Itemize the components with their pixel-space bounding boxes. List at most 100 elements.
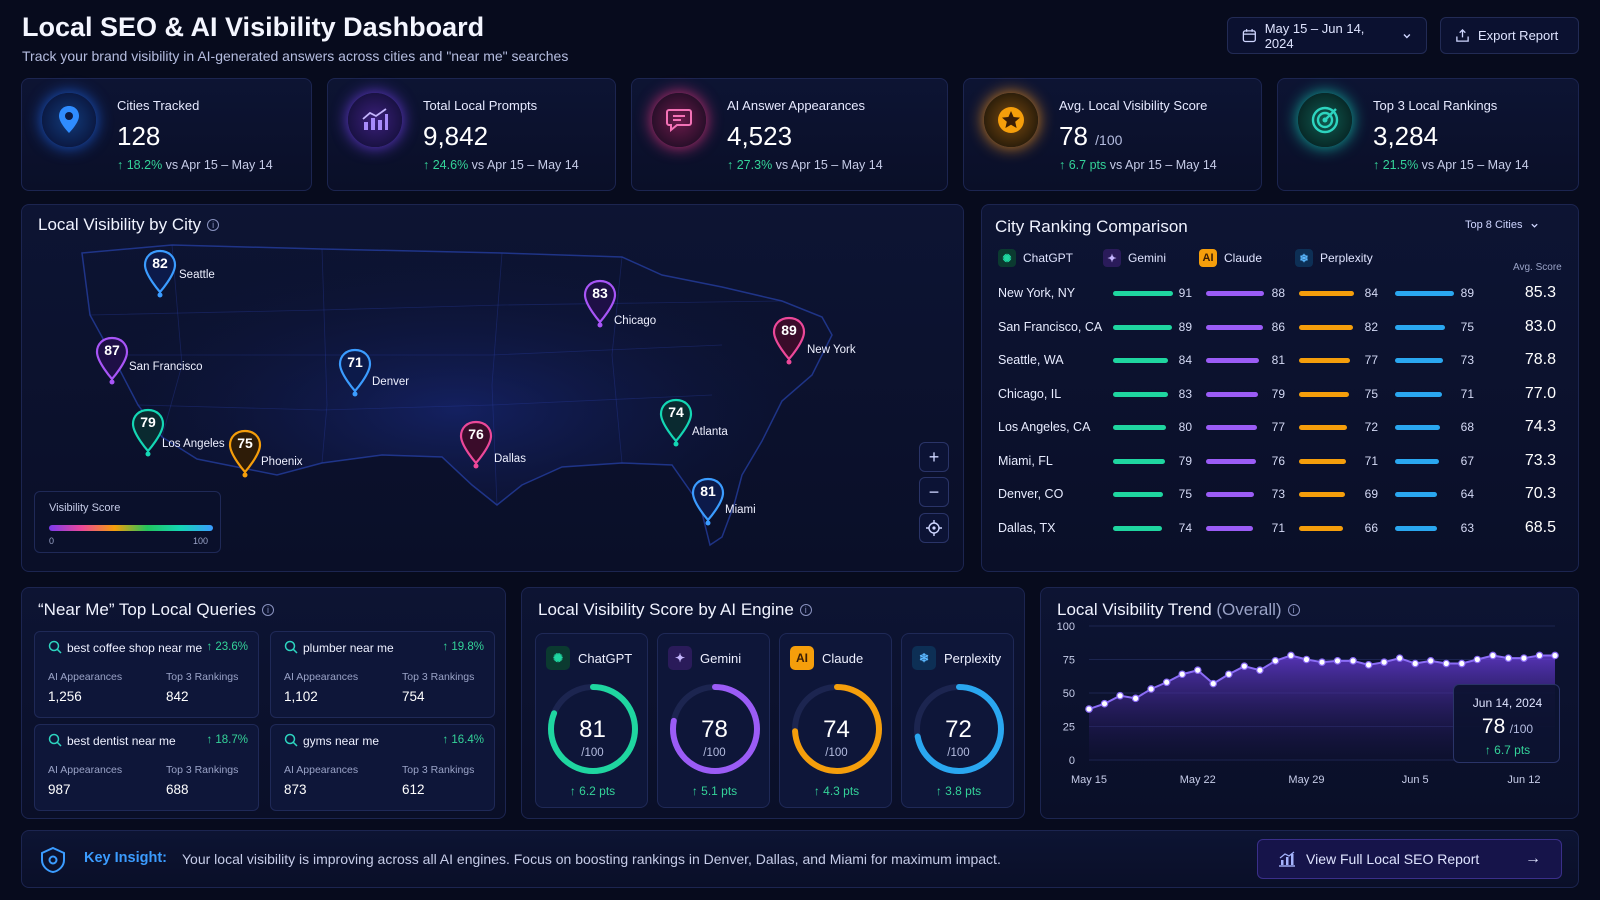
pin-score: 75 xyxy=(237,435,253,451)
info-icon[interactable]: i xyxy=(207,219,220,231)
legend-label: Perplexity xyxy=(1320,251,1373,265)
engine-card[interactable]: ❄ Perplexity 72/100 ↑ 3.8 pts xyxy=(901,633,1014,808)
ranking-row[interactable]: New York, NY 91 88 84 89 85.3 xyxy=(998,283,1568,303)
engine-name: ❄ Perplexity xyxy=(912,646,1001,670)
query-text: best dentist near me xyxy=(67,734,176,748)
map-pin-dallas[interactable]: 76 xyxy=(458,419,494,469)
engine-card[interactable]: AI Claude 74/100 ↑ 4.3 pts xyxy=(779,633,892,808)
appearances-label: AI Appearances xyxy=(284,671,359,683)
calendar-icon xyxy=(1242,29,1256,43)
score-ring xyxy=(914,684,1004,774)
pin-score: 83 xyxy=(592,285,608,301)
ranking-value: 71 xyxy=(1460,386,1474,401)
pin-score: 76 xyxy=(468,426,484,442)
ranking-value: 84 xyxy=(1178,353,1192,367)
ranking-value: 67 xyxy=(1460,453,1474,468)
score-ring xyxy=(548,684,638,774)
engine-change-value: 4.3 pts xyxy=(823,784,860,798)
ranking-row[interactable]: Dallas, TX 74 71 66 63 68.5 xyxy=(998,518,1568,538)
y-tick-label: 100 xyxy=(1057,621,1075,633)
near-me-title-text: “Near Me” Top Local Queries xyxy=(38,600,256,619)
info-icon[interactable]: i xyxy=(799,604,812,616)
ranking-value: 75 xyxy=(1178,487,1192,501)
ranking-bar xyxy=(1299,458,1346,464)
info-icon[interactable]: i xyxy=(1287,604,1300,616)
map-pin-seattle[interactable]: 82 xyxy=(142,248,178,298)
kpi-change: ↑ 27.3% vs Apr 15 – May 14 xyxy=(727,158,883,172)
city-label: Atlanta xyxy=(692,426,728,438)
city-ranking-panel: City Ranking Comparison Top 8 Cities ✺ Ch… xyxy=(981,204,1579,572)
map-pin-los-angeles[interactable]: 79 xyxy=(130,407,166,457)
query-card[interactable]: plumber near me ↑ 19.8% AI Appearances Top … xyxy=(270,631,495,718)
tooltip-change: ↑ 6.7 pts xyxy=(1484,743,1531,757)
ranking-bar xyxy=(1113,391,1168,397)
trend-point xyxy=(1442,659,1451,668)
map-pin-miami[interactable]: 81 xyxy=(690,476,726,526)
ranking-avg: 85.3 xyxy=(1524,284,1556,301)
ranking-bar xyxy=(1299,525,1343,531)
ranking-bar xyxy=(1206,492,1255,497)
map-panel: Local Visibility by City i 82 Seattle 87 … xyxy=(21,204,964,572)
ranking-row[interactable]: Chicago, IL 83 79 75 71 77.0 xyxy=(998,384,1568,404)
rankings-value: 842 xyxy=(166,689,189,704)
zoom-out-button[interactable]: − xyxy=(919,477,949,507)
zoom-in-button[interactable]: + xyxy=(919,442,949,472)
query-card[interactable]: best dentist near me ↑ 18.7% AI Appearance… xyxy=(34,724,259,811)
engine-card[interactable]: ✺ ChatGPT 81/100 ↑ 6.2 pts xyxy=(535,633,648,808)
ranking-row[interactable]: Los Angeles, CA 80 77 72 68 74.3 xyxy=(998,417,1568,437)
ranking-row[interactable]: Seattle, WA 84 81 77 73 78.8 xyxy=(998,350,1568,370)
info-icon[interactable]: i xyxy=(261,604,274,616)
trend-chart[interactable]: 0 25 50 75 100 May 15 May 22 May 29 Jun 5 Jun 12 xyxy=(1041,588,1580,820)
engine-label: ChatGPT xyxy=(578,650,633,666)
engine-card[interactable]: ✦ Gemini 78/100 ↑ 5.1 pts xyxy=(657,633,770,808)
ring-progress xyxy=(548,684,638,774)
query-change-value: 16.4% xyxy=(451,734,484,746)
ranking-row[interactable]: San Francisco, CA 89 86 82 75 83.0 xyxy=(998,317,1568,337)
view-full-report-button[interactable]: View Full Local SEO Report → xyxy=(1257,839,1562,879)
ranking-bar xyxy=(1113,492,1163,497)
date-range-picker[interactable]: May 15 – Jun 14, 2024 xyxy=(1227,17,1427,54)
ranking-bar xyxy=(1299,391,1349,397)
ranking-value: 76 xyxy=(1271,453,1285,468)
ranking-value: 68 xyxy=(1460,420,1474,434)
ranking-bar xyxy=(1206,291,1265,296)
map-pin-denver[interactable]: 71 xyxy=(337,347,373,397)
ranking-city: New York, NY xyxy=(998,286,1076,300)
map-pin-atlanta[interactable]: 74 xyxy=(658,397,694,447)
export-icon xyxy=(1456,28,1469,42)
search-icon xyxy=(284,733,298,747)
map-title-text: Local Visibility by City xyxy=(38,215,202,234)
trend-point xyxy=(1178,670,1187,679)
export-label: Export Report xyxy=(1478,28,1559,43)
top-cities-dropdown[interactable]: Top 8 Cities xyxy=(1465,219,1539,231)
ranking-value: 66 xyxy=(1364,520,1378,535)
trend-point xyxy=(1520,654,1528,662)
ranking-avg: 77.0 xyxy=(1524,384,1556,402)
query-change-value: 23.6% xyxy=(215,641,248,653)
ranking-row[interactable]: Denver, CO 75 73 69 64 70.3 xyxy=(998,484,1568,504)
ranking-bar xyxy=(1206,358,1260,363)
appearances-label: AI Appearances xyxy=(284,764,359,776)
claude-icon: AI xyxy=(1199,249,1217,267)
map-pin-chicago[interactable]: 83 xyxy=(582,278,618,328)
ranking-value: 75 xyxy=(1364,386,1378,401)
ranking-row[interactable]: Miami, FL 79 76 71 67 73.3 xyxy=(998,451,1568,471)
legend-chatgpt: ✺ ChatGPT xyxy=(998,249,1073,267)
export-report-button[interactable]: Export Report xyxy=(1440,17,1579,54)
query-card[interactable]: gyms near me ↑ 16.4% AI Appearances Top 3 R… xyxy=(270,724,495,811)
ranking-bar xyxy=(1395,291,1454,296)
map-pin-phoenix[interactable]: 75 xyxy=(227,428,263,478)
trend-point xyxy=(1085,705,1093,713)
minus-icon: − xyxy=(928,481,940,502)
rankings-label: Top 3 Rankings xyxy=(166,671,239,683)
query-card[interactable]: best coffee shop near me ↑ 23.6% AI Appear… xyxy=(34,631,259,718)
ring-progress xyxy=(914,684,1004,774)
city-label: San Francisco xyxy=(129,361,203,373)
x-tick-label: May 29 xyxy=(1288,774,1324,786)
map-pin-san-francisco[interactable]: 87 xyxy=(94,335,130,385)
recenter-button[interactable] xyxy=(919,513,949,543)
trend-title: Local Visibility Trend (Overall) i xyxy=(1057,600,1300,620)
kpi-change-value: 6.7 pts xyxy=(1068,158,1107,172)
map-pin-new-york[interactable]: 89 xyxy=(771,315,807,365)
x-tick-label: May 15 xyxy=(1071,774,1107,786)
